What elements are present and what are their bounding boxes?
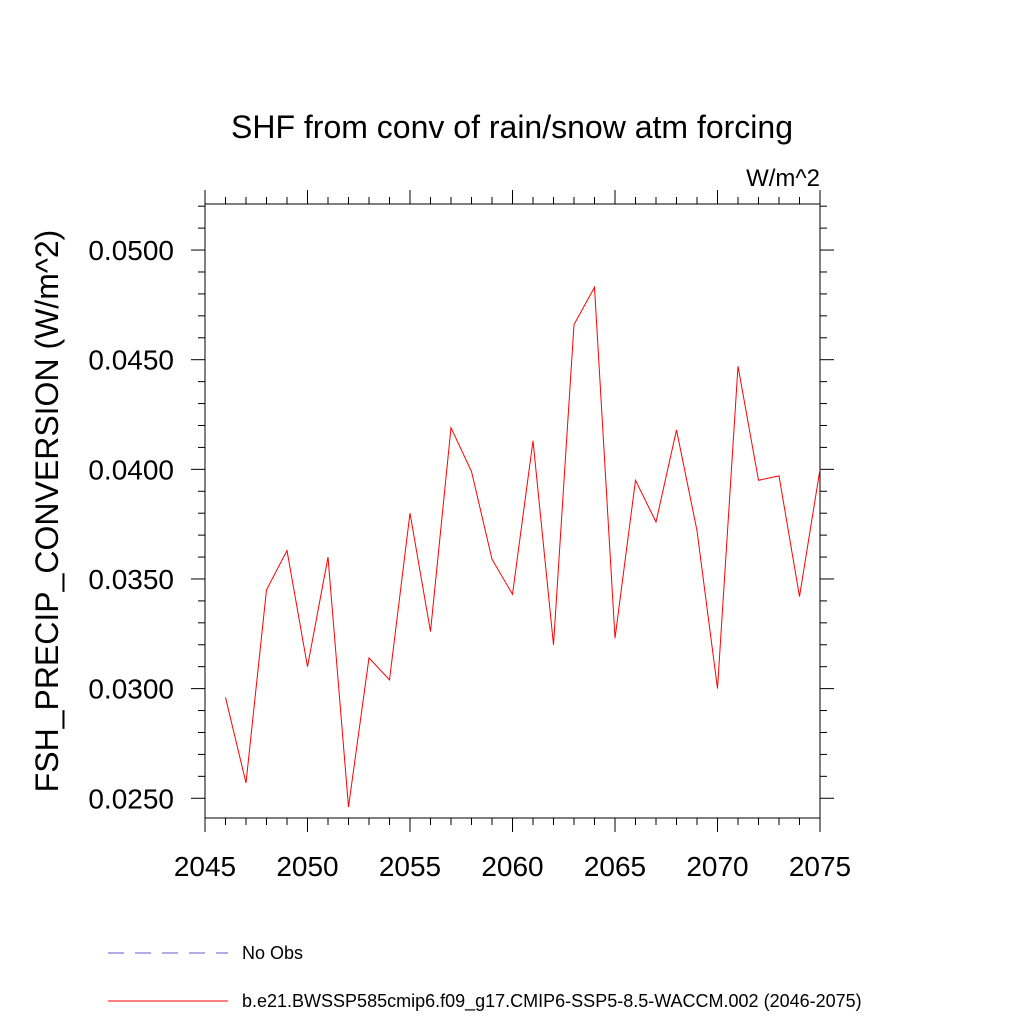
axis-ticks bbox=[191, 190, 834, 832]
tick-labels: 2045 2050 2055 2060 2065 2070 2075 0.0250 0.0300… bbox=[88, 235, 851, 882]
y-tick-label: 0.0250 bbox=[88, 783, 174, 814]
series-line-1 bbox=[225, 285, 821, 808]
x-tick-label: 2045 bbox=[174, 851, 236, 882]
chart-title: SHF from conv of rain/snow atm forcing bbox=[231, 109, 793, 145]
legend: No Obs b.e21.BWSSP585cmip6.f09_g17.CMIP6… bbox=[108, 943, 862, 1012]
y-tick-label: 0.0300 bbox=[88, 674, 174, 705]
plot-frame bbox=[204, 203, 821, 819]
series-layer bbox=[225, 285, 821, 808]
x-tick-label: 2050 bbox=[276, 851, 338, 882]
units-label: W/m^2 bbox=[746, 165, 820, 192]
x-tick-label: 2075 bbox=[789, 851, 851, 882]
y-tick-label: 0.0450 bbox=[88, 345, 174, 376]
y-axis-label: FSH_PRECIP_CONVERSION (W/m^2) bbox=[29, 230, 65, 793]
y-tick-label: 0.0500 bbox=[88, 235, 174, 266]
y-tick-label: 0.0400 bbox=[88, 454, 174, 485]
x-tick-label: 2060 bbox=[481, 851, 543, 882]
x-tick-label: 2070 bbox=[686, 851, 748, 882]
legend-label-no-obs: No Obs bbox=[242, 943, 303, 963]
y-tick-label: 0.0350 bbox=[88, 564, 174, 595]
x-tick-label: 2065 bbox=[584, 851, 646, 882]
legend-label-model-run: b.e21.BWSSP585cmip6.f09_g17.CMIP6-SSP5-8… bbox=[242, 991, 862, 1012]
x-tick-label: 2055 bbox=[379, 851, 441, 882]
